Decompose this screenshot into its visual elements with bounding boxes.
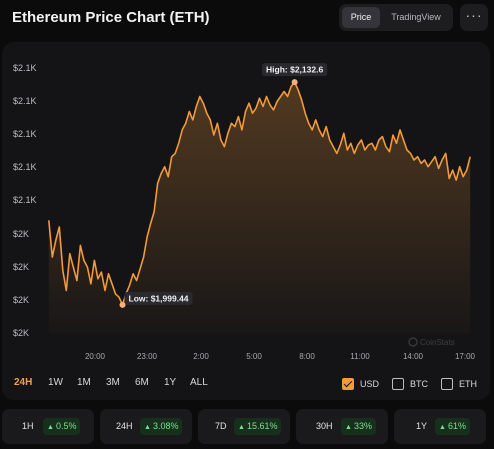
perf-change: 3.08%: [152, 421, 179, 431]
arrow-up-icon: ▲: [47, 424, 54, 431]
checkbox-icon: [441, 378, 453, 390]
perf-change-badge: ▲ 33%: [341, 418, 376, 435]
perf-period: 1H: [22, 421, 34, 431]
y-tick-label: $2K: [13, 295, 29, 305]
header: Ethereum Price Chart (ETH) Price Trading…: [0, 0, 494, 36]
more-horizontal-icon[interactable]: ···: [460, 4, 488, 31]
x-tick-label: 20:00: [85, 352, 106, 361]
perf-change-badge: ▲ 61%: [435, 418, 470, 435]
low-label-box: [124, 291, 193, 305]
perf-period: 1Y: [416, 421, 428, 431]
perf-period: 7D: [215, 421, 227, 431]
range-24h[interactable]: 24H: [14, 377, 33, 388]
perf-change: 61%: [447, 421, 466, 431]
range-3m[interactable]: 3M: [106, 377, 120, 388]
perf-card-1h: 1H ▲ 0.5%: [2, 409, 94, 444]
x-tick-label: 14:00: [403, 352, 424, 361]
range-1y[interactable]: 1Y: [164, 377, 177, 388]
y-tick-label: $2.1K: [13, 195, 37, 205]
arrow-up-icon: ▲: [144, 424, 151, 431]
perf-change: 33%: [353, 421, 372, 431]
perf-change-badge: ▲ 0.5%: [43, 418, 81, 435]
y-tick-label: $2K: [13, 328, 29, 338]
low-label: Low: $1,999.44: [129, 293, 189, 303]
chart-card: $2.1K $2.1K $2.1K $2.1K $2.1K $2K $2K $2K $2K 20…: [2, 42, 490, 400]
price-chart: $2.1K $2.1K $2.1K $2.1K $2.1K $2K $2K $2K $2K 20…: [13, 63, 476, 361]
range-1w[interactable]: 1W: [48, 377, 63, 388]
tradingview-tab[interactable]: TradingView: [391, 12, 441, 22]
x-tick-label: 11:00: [350, 352, 370, 361]
y-tick-label: $2.1K: [13, 96, 37, 106]
low-marker: [119, 301, 126, 308]
y-tick-label: $2.1K: [13, 129, 37, 139]
perf-change: 15.61%: [246, 421, 278, 431]
view-toggle: Price TradingView: [339, 4, 453, 31]
watermark-text: CoinStats: [420, 338, 455, 347]
perf-change-badge: ▲ 15.61%: [234, 418, 282, 435]
perf-period: 30H: [316, 421, 333, 431]
price-line: [48, 81, 471, 306]
coinstats-watermark: CoinStats: [408, 337, 455, 347]
range-1m[interactable]: 1M: [77, 377, 91, 388]
perf-period: 24H: [116, 421, 133, 431]
y-tick-label: $2.1K: [13, 162, 37, 172]
y-tick-label: $2K: [13, 262, 29, 272]
x-tick-label: 8:00: [299, 352, 315, 361]
arrow-up-icon: ▲: [238, 424, 245, 431]
price-tab[interactable]: Price: [342, 7, 380, 28]
perf-change-badge: ▲ 3.08%: [140, 418, 183, 435]
eth-label: ETH: [459, 379, 477, 389]
high-label-box: [262, 63, 328, 77]
high-label: High: $2,132.6: [266, 65, 323, 75]
checkbox-checked-icon: [342, 378, 354, 390]
page-title: Ethereum Price Chart (ETH): [12, 9, 210, 26]
x-tick-label: 23:00: [137, 352, 158, 361]
x-tick-label: 5:00: [246, 352, 262, 361]
x-tick-label: 2:00: [193, 352, 209, 361]
perf-change: 0.5%: [55, 421, 77, 431]
arrow-up-icon: ▲: [439, 424, 446, 431]
eth-checkbox[interactable]: ETH: [441, 376, 481, 392]
perf-card-30h: 30H ▲ 33%: [296, 409, 388, 444]
price-area: [48, 82, 471, 334]
perf-card-7d: 7D ▲ 15.61%: [198, 409, 290, 444]
range-6m[interactable]: 6M: [135, 377, 149, 388]
btc-label: BTC: [410, 379, 428, 389]
y-tick-label: $2.1K: [13, 63, 37, 73]
range-all[interactable]: ALL: [190, 377, 208, 388]
usd-label: USD: [360, 379, 380, 389]
perf-card-24h: 24H ▲ 3.08%: [100, 409, 192, 444]
perf-card-1y: 1Y ▲ 61%: [394, 409, 486, 444]
high-marker: [291, 79, 298, 86]
y-tick-label: $2K: [13, 229, 29, 239]
btc-checkbox[interactable]: BTC: [392, 376, 432, 392]
checkbox-icon: [392, 378, 404, 390]
arrow-up-icon: ▲: [345, 424, 352, 431]
usd-checkbox[interactable]: USD: [342, 376, 382, 392]
x-tick-label: 17:00: [455, 352, 476, 361]
